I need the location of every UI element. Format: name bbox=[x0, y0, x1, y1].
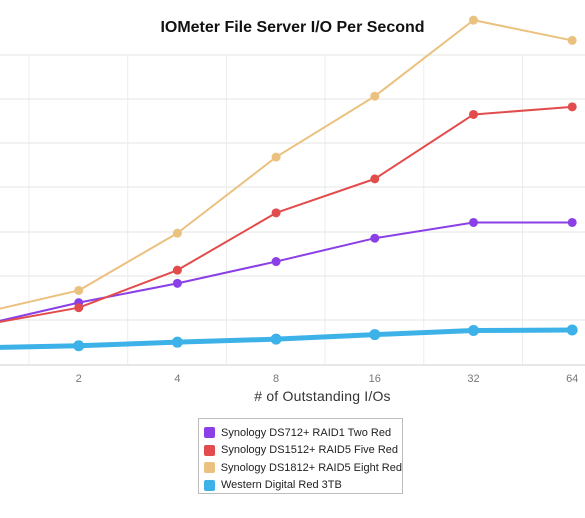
series-line bbox=[0, 105, 574, 323]
data-point bbox=[370, 233, 380, 243]
legend-label: Western Digital Red 3TB bbox=[221, 479, 342, 492]
data-point bbox=[369, 329, 381, 341]
x-tick-label: 4 bbox=[174, 373, 180, 385]
data-point bbox=[172, 278, 182, 288]
legend-label: Synology DS1512+ RAID5 Five Red bbox=[221, 444, 399, 457]
data-point bbox=[172, 265, 182, 275]
data-point bbox=[74, 285, 84, 295]
legend-item: Synology DS712+ RAID1 Two Red bbox=[204, 424, 402, 442]
legend-swatch bbox=[204, 462, 215, 474]
data-point bbox=[271, 208, 281, 218]
x-axis-label: # of Outstanding I/Os bbox=[254, 388, 391, 404]
legend-label: Synology DS712+ RAID1 Two Red bbox=[221, 426, 392, 439]
data-point bbox=[567, 102, 577, 112]
data-point bbox=[270, 333, 282, 345]
chart-title: IOMeter File Server I/O Per Second bbox=[160, 19, 425, 36]
x-tick-label: 2 bbox=[76, 373, 82, 385]
data-point bbox=[468, 325, 479, 337]
series-line bbox=[0, 221, 574, 322]
x-axis-ticks: 2 4 8 16 32 64 bbox=[76, 373, 579, 385]
data-point bbox=[567, 35, 577, 45]
chart-series bbox=[0, 15, 578, 352]
data-point bbox=[469, 217, 478, 227]
data-point bbox=[469, 15, 478, 25]
legend-swatch bbox=[204, 444, 215, 456]
data-point bbox=[566, 324, 578, 336]
data-point bbox=[74, 303, 84, 313]
chart-legend: Synology DS712+ RAID1 Two Red Synology DS… bbox=[198, 418, 403, 494]
data-point bbox=[271, 152, 281, 162]
legend-item: Synology DS1512+ RAID5 Five Red bbox=[204, 442, 402, 460]
chart-grid bbox=[0, 54, 585, 366]
data-point bbox=[567, 217, 577, 227]
data-point bbox=[271, 257, 281, 267]
legend-label: Synology DS1812+ RAID5 Eight Red bbox=[220, 461, 402, 474]
data-point bbox=[370, 174, 380, 184]
x-tick-label: 64 bbox=[566, 373, 578, 385]
data-point bbox=[73, 340, 85, 352]
legend-swatch bbox=[204, 479, 215, 491]
legend-swatch bbox=[204, 427, 215, 439]
data-point bbox=[370, 91, 380, 101]
legend-item: Synology DS1812+ RAID5 Eight Red bbox=[204, 459, 402, 477]
data-point bbox=[469, 109, 478, 119]
data-point bbox=[172, 228, 182, 238]
x-tick-label: 8 bbox=[273, 373, 279, 385]
x-tick-label: 32 bbox=[467, 373, 479, 385]
series-line bbox=[0, 327, 575, 350]
legend-item: Western Digital Red 3TB bbox=[204, 477, 402, 495]
series-line bbox=[0, 19, 574, 310]
x-tick-label: 16 bbox=[369, 373, 381, 385]
data-point bbox=[171, 336, 183, 348]
